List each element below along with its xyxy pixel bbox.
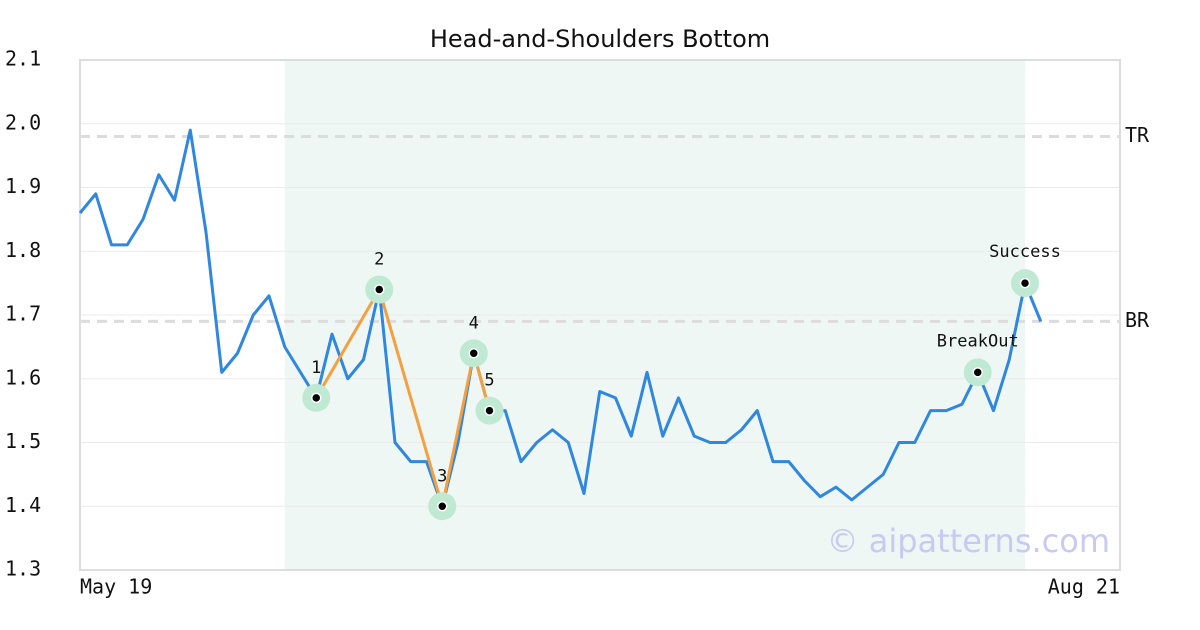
y-tick-label: 1.9 — [5, 174, 41, 198]
y-tick-label: 2.0 — [5, 110, 41, 134]
point-dot — [311, 392, 322, 404]
point-label: Success — [989, 242, 1061, 262]
x-tick-label: Aug 21 — [1048, 575, 1120, 599]
y-tick-label: 1.3 — [5, 557, 41, 581]
level-label: TR — [1125, 123, 1150, 147]
point-dot — [972, 367, 983, 378]
x-tick-label: May 19 — [80, 575, 152, 599]
point-label: 2 — [374, 250, 384, 270]
plot-frame — [79, 59, 1121, 571]
point-dot — [468, 348, 479, 359]
point-label: 4 — [469, 313, 479, 333]
point-label: 5 — [484, 371, 494, 391]
point-dot — [1019, 277, 1031, 289]
y-tick-label: 2.1 — [5, 47, 41, 71]
y-tick-label: 1.6 — [5, 365, 41, 389]
point-label: 1 — [311, 358, 321, 378]
y-tick-label: 1.7 — [5, 302, 41, 326]
point-label: BreakOut — [937, 331, 1019, 351]
y-tick-label: 1.5 — [5, 429, 41, 453]
point-dot — [374, 284, 385, 295]
chart-title: Head-and-Shoulders Bottom — [430, 25, 770, 53]
point-dot — [437, 501, 448, 512]
y-tick-label: 1.8 — [5, 238, 41, 262]
level-label: BR — [1125, 308, 1150, 332]
y-tick-label: 1.4 — [5, 493, 41, 517]
price-line — [78, 128, 1043, 508]
point-label: 3 — [437, 466, 447, 486]
point-dot — [484, 405, 495, 416]
watermark: © aipatterns.com — [827, 522, 1110, 560]
